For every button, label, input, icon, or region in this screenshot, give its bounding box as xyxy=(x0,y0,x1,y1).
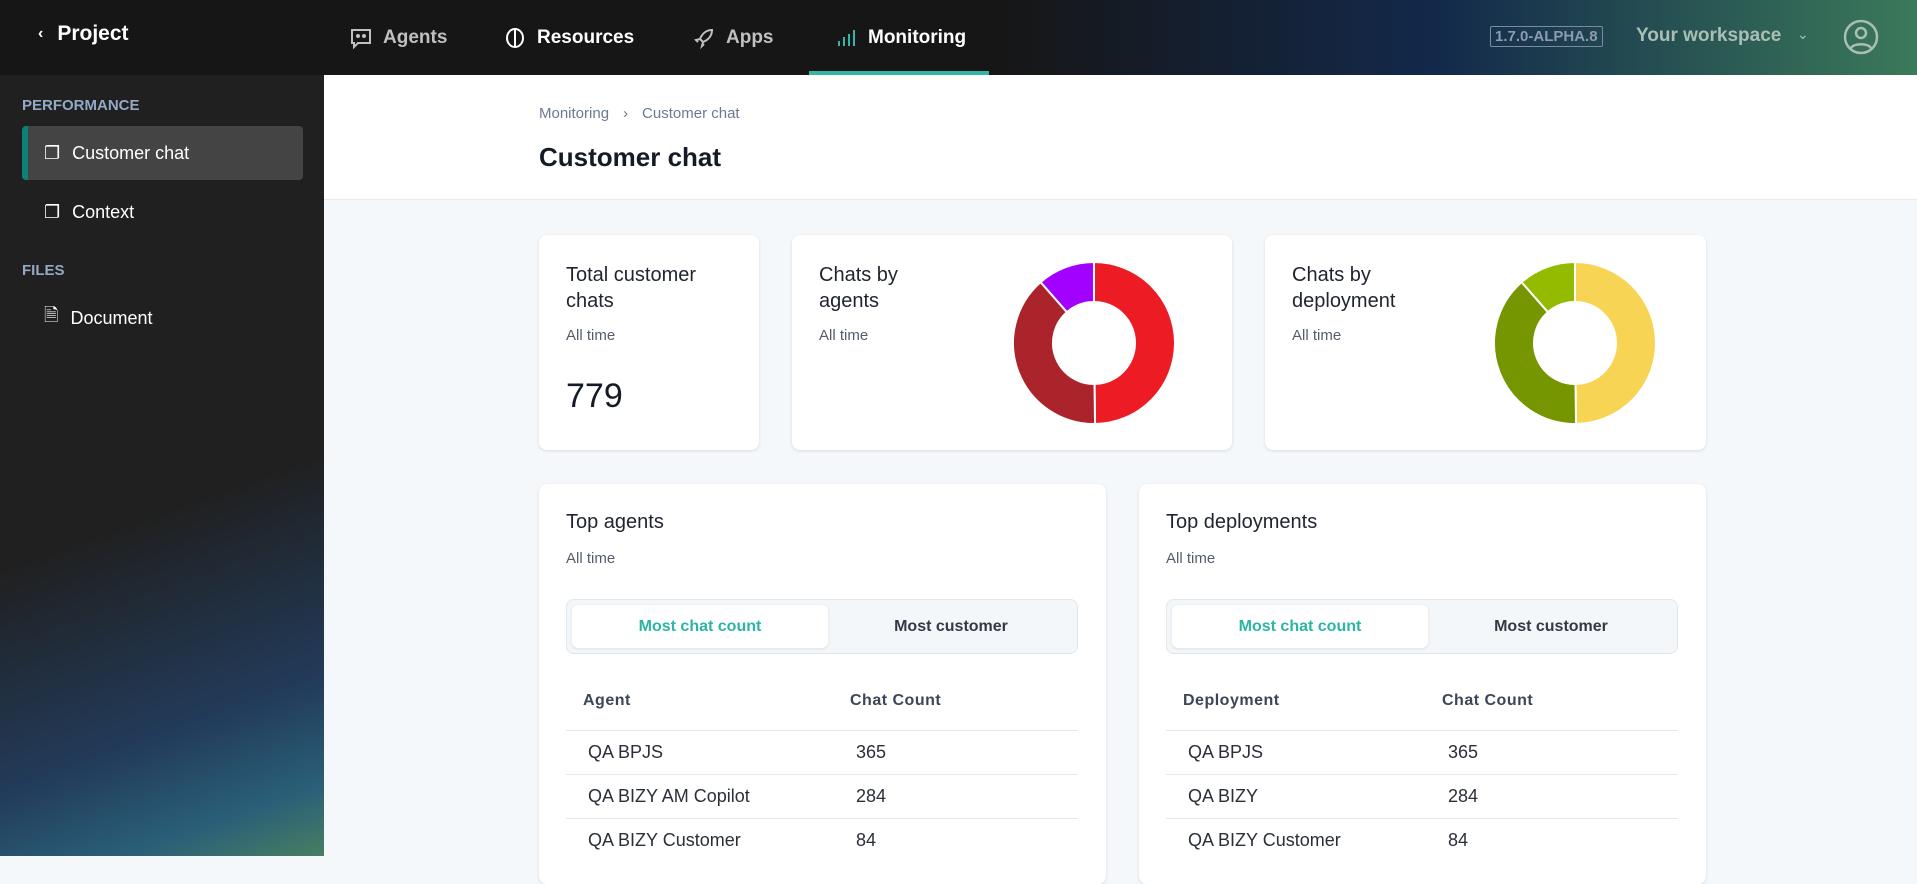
card-title: Chats by agents xyxy=(819,264,898,312)
section-files: FILES xyxy=(22,262,65,279)
cell-deployment: QA BIZY Customer xyxy=(1188,830,1341,850)
chevron-down-icon[interactable]: ⌄ xyxy=(1797,26,1809,42)
sidebar-item-document[interactable]: 🗎 Document xyxy=(22,291,303,345)
total-chats-card: Total customer chats All time 779 xyxy=(539,235,759,450)
cell-deployment: QA BPJS xyxy=(1188,742,1264,762)
card-subtitle: All time xyxy=(566,550,616,567)
column-header-chat-count[interactable]: Chat Count xyxy=(850,692,942,709)
breadcrumb-monitoring[interactable]: Monitoring xyxy=(539,105,610,122)
donut-slice-qa-bizy-am-copilot[interactable] xyxy=(1012,280,1097,425)
cell-agent: QA BIZY AM Copilot xyxy=(588,786,750,806)
section-performance: PERFORMANCE xyxy=(22,97,140,114)
chats-by-deployment-card: Chats by deployment All time xyxy=(1265,235,1706,450)
chat-bot-icon xyxy=(351,28,371,49)
card-subtitle: All time xyxy=(1166,550,1216,567)
donut-slice-qa-bizy-customer[interactable] xyxy=(1039,260,1095,314)
table-row: QA BPJS 365 xyxy=(566,730,1078,774)
cell-deployment: QA BIZY xyxy=(1188,786,1259,806)
rocket-icon xyxy=(694,28,714,49)
card-title: Total customer chats xyxy=(566,264,697,312)
table-row: QA BIZY 284 xyxy=(1166,774,1678,818)
card-title: Top deployments xyxy=(1166,511,1318,533)
deployment-donut-chart xyxy=(1493,260,1657,426)
document-icon: 🗎 xyxy=(44,305,59,325)
top-deployments-card: Top deployments All time Most chat count… xyxy=(1139,484,1706,884)
cell-count: 365 xyxy=(856,742,887,762)
tab-most-chat-count[interactable]: Most chat count xyxy=(572,605,828,648)
chevron-left-icon: ‹ xyxy=(38,25,44,42)
cell-agent: QA BIZY Customer xyxy=(588,830,741,850)
cell-count: 365 xyxy=(1448,742,1479,762)
card-title: Chats by deployment xyxy=(1292,264,1396,312)
sidebar: PERFORMANCE ❐ Customer chat ❐ Context FILE… xyxy=(0,75,324,856)
page-title: Customer chat xyxy=(539,142,722,172)
donut-slice-qa-bizy[interactable] xyxy=(1493,280,1578,425)
user-avatar-icon[interactable] xyxy=(1843,18,1879,56)
top-bar: ‹ Project Agents Resources Apps Monitorin… xyxy=(0,0,1917,75)
tab-most-customer[interactable]: Most customer xyxy=(894,617,1008,635)
nav-resources[interactable]: Resources xyxy=(503,0,634,75)
cell-count: 84 xyxy=(1448,830,1469,850)
table-row: QA BPJS 365 xyxy=(1166,730,1678,774)
column-header-deployment[interactable]: Deployment xyxy=(1183,692,1280,709)
sort-toggle: Most chat count Most customer xyxy=(1166,599,1678,654)
table-row: QA BIZY AM Copilot 284 xyxy=(566,774,1078,818)
top-agents-card: Top agents All time Most chat count Most… xyxy=(539,484,1106,884)
card-subtitle: All time xyxy=(1292,327,1342,344)
version-badge: 1.7.0-ALPHA.8 xyxy=(1490,26,1603,47)
table-row: QA BIZY Customer 84 xyxy=(1166,818,1678,862)
sidebar-item-context[interactable]: ❐ Context xyxy=(44,201,135,222)
chats-icon: ❐ xyxy=(44,142,61,163)
total-chats-value: 779 xyxy=(566,377,623,415)
donut-slice-qa-bpjs[interactable] xyxy=(1093,260,1176,426)
card-subtitle: All time xyxy=(566,327,616,344)
card-title: Top agents xyxy=(566,511,664,533)
table-row: QA BIZY Customer 84 xyxy=(566,818,1078,862)
cell-agent: QA BPJS xyxy=(588,742,664,762)
back-to-project-button[interactable]: ‹ Project xyxy=(38,22,129,45)
page-header: Monitoring › Customer chat Customer chat xyxy=(324,75,1917,200)
column-header-agent[interactable]: Agent xyxy=(583,692,631,709)
breadcrumb: Monitoring › Customer chat xyxy=(539,105,740,122)
bar-chart-icon xyxy=(838,29,855,46)
active-tab-indicator xyxy=(809,71,989,75)
cell-count: 84 xyxy=(856,830,877,850)
nav-apps[interactable]: Apps xyxy=(692,0,774,75)
breadcrumb-current: Customer chat xyxy=(642,105,740,122)
chats-icon: ❐ xyxy=(44,201,61,222)
cell-count: 284 xyxy=(856,786,887,806)
tab-most-chat-count[interactable]: Most chat count xyxy=(1172,605,1428,648)
nav-monitoring[interactable]: Monitoring xyxy=(834,0,966,75)
tab-most-customer[interactable]: Most customer xyxy=(1494,617,1608,635)
chevron-right-icon: › xyxy=(623,105,629,122)
donut-slice-qa-bizy-customer[interactable] xyxy=(1520,260,1576,314)
chats-by-agents-card: Chats by agents All time xyxy=(792,235,1232,450)
cell-count: 284 xyxy=(1448,786,1479,806)
donut-slice-qa-bpjs[interactable] xyxy=(1574,260,1657,426)
column-header-chat-count[interactable]: Chat Count xyxy=(1442,692,1534,709)
card-subtitle: All time xyxy=(819,327,869,344)
workspace-selector[interactable]: Your workspace xyxy=(1636,25,1782,46)
agents-donut-chart xyxy=(1012,260,1176,426)
sort-toggle: Most chat count Most customer xyxy=(566,599,1078,654)
sidebar-item-customer-chat[interactable]: ❐ Customer chat xyxy=(22,126,303,180)
brain-icon xyxy=(506,27,524,48)
nav-agents[interactable]: Agents xyxy=(349,0,447,75)
